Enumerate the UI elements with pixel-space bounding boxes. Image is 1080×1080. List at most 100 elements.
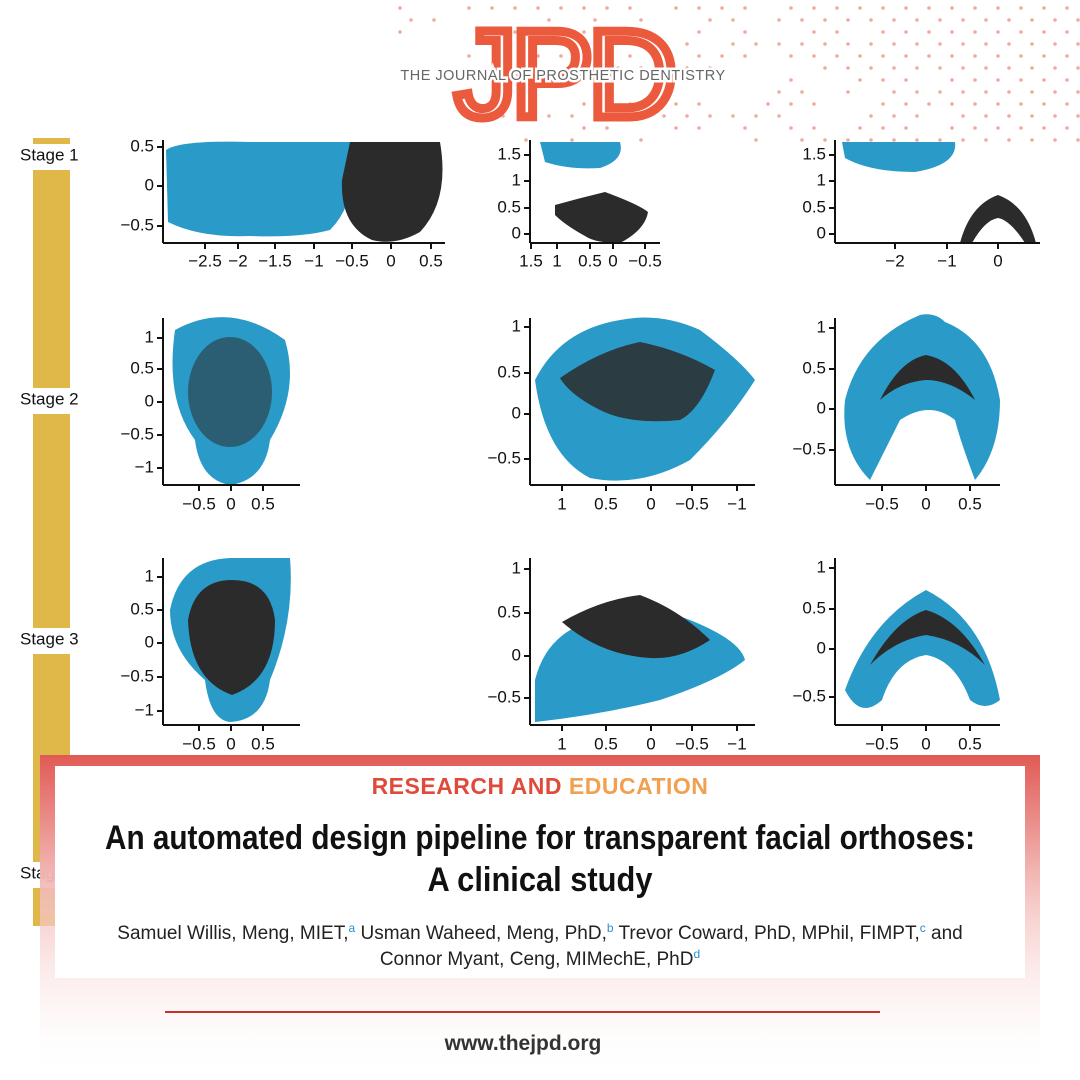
x-tick-label: 0: [226, 734, 235, 753]
dot: [731, 114, 735, 118]
section-part: RESEARCH AND: [372, 773, 562, 799]
dot: [846, 18, 850, 22]
y-tick-label: 1: [145, 566, 154, 585]
website[interactable]: www.thejpd.org: [444, 1032, 602, 1055]
dot: [1019, 54, 1023, 58]
dot: [927, 30, 931, 34]
y-tick-label: 0: [512, 223, 521, 242]
dot: [674, 126, 678, 130]
y-tick-label: 1.5: [497, 144, 521, 163]
x-tick-label: 0.5: [594, 734, 618, 753]
y-tick-label: −1: [135, 457, 154, 476]
dot: [1030, 90, 1034, 94]
dot: [984, 138, 988, 142]
dot: [1076, 138, 1080, 142]
dot: [835, 30, 839, 34]
dot: [777, 90, 781, 94]
x-tick-label: 0.5: [251, 734, 275, 753]
section-part: EDUCATION: [569, 773, 709, 799]
x-tick-label: 1.5: [519, 251, 543, 270]
dot: [1019, 78, 1023, 82]
dot: [869, 42, 873, 46]
y-tick-label: 0.5: [802, 598, 826, 617]
dot: [915, 18, 919, 22]
dot: [1053, 114, 1057, 118]
x-tick-label: −0.5: [628, 251, 662, 270]
x-tick-label: 0.5: [594, 494, 618, 513]
dot: [1076, 18, 1080, 22]
dot: [800, 138, 804, 142]
dot: [1042, 78, 1046, 82]
dot: [1019, 102, 1023, 106]
y-tick-label: 1.5: [802, 144, 826, 163]
dot: [1042, 54, 1046, 58]
dot: [743, 126, 747, 130]
dot: [432, 18, 436, 22]
dot: [1042, 6, 1046, 10]
y-tick-label: 0: [145, 391, 154, 410]
y-tick-label: 1: [512, 170, 521, 189]
y-tick-label: 0.5: [802, 358, 826, 377]
dot: [984, 42, 988, 46]
dot: [1065, 126, 1069, 130]
dot: [697, 102, 701, 106]
x-tick-label: −1: [727, 494, 746, 513]
dot: [904, 30, 908, 34]
x-tick-label: 0.5: [251, 494, 275, 513]
x-tick-label: −0.5: [675, 734, 709, 753]
dot: [708, 114, 712, 118]
y-tick-label: 0.5: [130, 136, 154, 155]
dot: [950, 102, 954, 106]
dot: [720, 54, 724, 58]
dot: [800, 90, 804, 94]
dot: [697, 6, 701, 10]
dot: [1007, 138, 1011, 142]
dot: [398, 6, 402, 10]
dot: [777, 42, 781, 46]
dot: [858, 78, 862, 82]
journal-name: THE JOURNAL OF PROSTHETIC DENTISTRY: [400, 68, 725, 84]
dot: [800, 18, 804, 22]
dot: [858, 126, 862, 130]
x-tick-label: 0: [921, 494, 930, 513]
dot: [777, 114, 781, 118]
dot: [915, 42, 919, 46]
dot: [766, 102, 770, 106]
dot: [858, 6, 862, 10]
dot: [409, 18, 413, 22]
dot: [823, 18, 827, 22]
dot: [950, 54, 954, 58]
article-title: An automated design pipeline for transpa…: [105, 819, 975, 857]
x-tick-label: −2.5: [188, 251, 222, 270]
stage-label: Stage 1: [20, 145, 79, 164]
x-tick-label: 0: [921, 734, 930, 753]
author: Trevor Coward, PhD, MPhil, FIMPT,: [619, 923, 920, 944]
dot: [904, 6, 908, 10]
x-tick-label: −2: [885, 251, 904, 270]
x-tick-label: 0.5: [419, 251, 443, 270]
y-tick-label: 0: [817, 223, 826, 242]
dot: [1030, 114, 1034, 118]
y-tick-label: 1: [512, 316, 521, 335]
dot: [996, 6, 1000, 10]
x-tick-label: 0: [646, 494, 655, 513]
y-tick-label: −0.5: [792, 686, 826, 705]
dot: [927, 54, 931, 58]
dot: [1007, 42, 1011, 46]
y-tick-label: 1: [512, 558, 521, 577]
conjunction: and: [931, 923, 963, 944]
dot: [812, 102, 816, 106]
y-tick-label: −0.5: [120, 215, 154, 234]
x-tick-label: 0.5: [578, 251, 602, 270]
dot: [996, 126, 1000, 130]
dot: [915, 114, 919, 118]
author: Usman Waheed, Meng, PhD,: [360, 923, 606, 944]
section-label: RESEARCH AND EDUCATION: [372, 773, 709, 799]
x-tick-label: −1.5: [258, 251, 292, 270]
y-tick-label: 1: [145, 327, 154, 346]
dot: [881, 6, 885, 10]
dot: [1053, 90, 1057, 94]
y-tick-label: 0: [512, 645, 521, 664]
dot: [823, 138, 827, 142]
y-tick-label: −1: [135, 700, 154, 719]
